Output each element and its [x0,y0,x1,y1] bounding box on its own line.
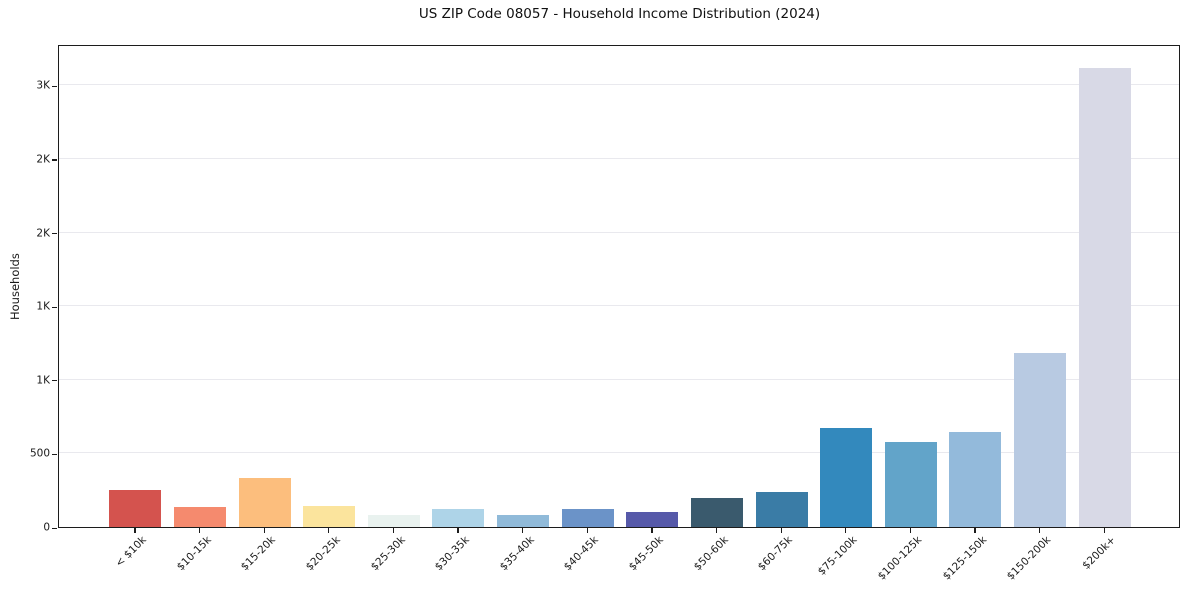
x-tick-label: $35-40k [497,534,537,574]
bar [820,428,873,527]
bar [367,515,420,527]
bar [755,491,808,527]
bar [949,432,1002,527]
x-tick-label: $50-60k [691,534,731,574]
x-tick-label: $10-15k [174,534,214,574]
bar [238,477,291,527]
x-tick-label: $75-100k [815,534,860,578]
x-tick-label: $45-50k [626,534,666,574]
gridline [59,378,1179,380]
x-tick-label: $40-45k [562,534,602,574]
x-tick-mark [845,528,847,533]
x-tick-label: $20-25k [303,534,343,574]
bar [109,490,162,527]
x-tick-label: $200k+ [1080,534,1119,572]
x-tick-mark [586,528,588,533]
x-tick-mark [198,528,201,533]
x-tick-mark [909,528,912,533]
gridline [59,231,1179,233]
y-tick-mark [52,159,57,161]
x-tick-mark [715,528,718,533]
gridline [59,157,1179,159]
x-tick-mark [392,528,395,533]
gridline [59,452,1179,454]
y-tick-label: 1K [36,300,50,313]
bar [1014,352,1067,527]
y-tick-label: 3K [36,79,50,92]
x-tick-mark [1039,528,1041,533]
y-tick-mark [52,527,57,529]
bar [690,497,743,527]
bar [303,506,356,527]
x-tick-mark [263,528,265,533]
bar [561,508,614,527]
x-tick-label: $150-200k [1005,534,1054,583]
x-tick-label: $25-30k [368,534,408,574]
y-tick-label: 1K [36,374,50,387]
bar [432,508,485,527]
gridline [59,305,1179,307]
y-tick-mark [52,233,57,235]
bar [884,441,937,527]
x-tick-mark [522,528,524,533]
x-tick-mark [457,528,459,533]
y-tick-label: 0 [43,521,50,534]
gridline [59,84,1179,86]
x-tick-label: $30-35k [432,534,472,574]
y-tick-label: 500 [29,447,50,460]
x-tick-mark [651,528,653,533]
x-tick-label: $60-75k [756,534,796,574]
bar [1078,67,1131,527]
x-tick-mark [1103,528,1105,533]
chart-title: US ZIP Code 08057 - Household Income Dis… [418,6,821,22]
y-tick-mark [52,85,57,87]
x-tick-mark [134,528,136,533]
y-tick-mark [52,306,57,308]
bar [626,512,679,527]
y-tick-label: 2K [36,226,50,239]
x-tick-label: $100-125k [875,534,925,583]
y-tick-mark [52,380,57,382]
y-tick-mark [52,453,57,456]
x-tick-mark [328,528,330,533]
x-tick-label: < $10k [113,534,149,570]
bar [173,507,226,527]
x-tick-label: $125-150k [940,534,989,583]
x-tick-mark [974,528,976,533]
x-tick-mark [780,528,782,533]
bar [497,514,550,527]
y-tick-label: 2K [36,153,50,166]
x-tick-label: $15-20k [239,534,279,574]
plot-area [58,45,1180,528]
